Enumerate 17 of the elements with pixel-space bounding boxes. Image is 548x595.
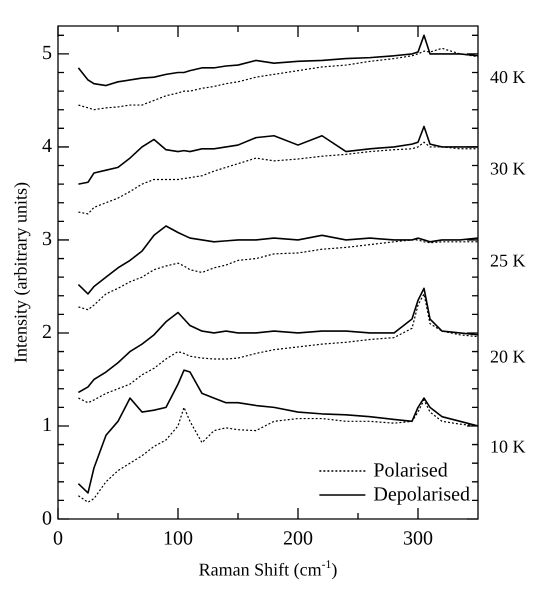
y-tick-label: 2: [42, 321, 52, 344]
y-axis-title: Intensity (arbitrary units): [10, 182, 31, 363]
x-tick-label: 300: [403, 527, 433, 550]
text: 40 K: [490, 66, 526, 87]
text: 25 K: [490, 250, 526, 271]
x-tick-label: 200: [283, 527, 313, 550]
y-tick-label: 0: [42, 507, 52, 530]
y-tick-label: 4: [42, 135, 52, 158]
text: 30 K: [490, 158, 526, 179]
x-tick-label: 100: [163, 527, 193, 550]
y-tick-label: 1: [42, 414, 52, 436]
y-tick-label: 5: [42, 42, 52, 64]
y-tick-label: 3: [42, 228, 52, 250]
text: 20 K: [490, 346, 526, 366]
legend-label: Depolarised: [373, 483, 470, 506]
legend-label: Polarised: [373, 459, 448, 482]
text: 10 K: [490, 436, 526, 457]
